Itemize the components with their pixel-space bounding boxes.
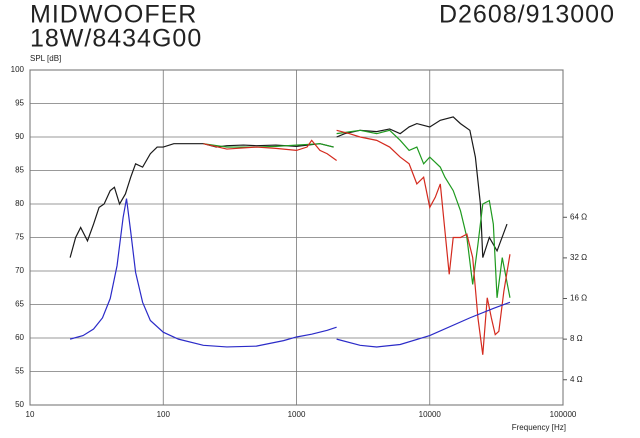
series-line [203,129,511,355]
model-number: D2608/913000 [439,1,615,29]
x-tick-label: 100 [157,410,171,419]
y-tick-label: 60 [15,333,24,342]
x-axis-label: Frequency [Hz] [512,423,566,432]
y2-tick-label: 8 Ω [570,334,583,343]
y2-tick-label: 64 Ω [570,212,587,221]
y2-tick-label: 32 Ω [570,253,587,262]
y-tick-label: 75 [15,233,24,242]
series-line [203,129,511,298]
chart-title: MIDWOOFER [30,1,197,29]
y2-tick-label: 16 Ω [570,294,587,303]
y-axis-label: SPL [dB] [30,54,61,63]
y-tick-label: 90 [15,132,24,141]
y-tick-label: 70 [15,266,24,275]
x-tick-label: 100000 [550,410,577,419]
x-tick-label: 10000 [419,410,442,419]
y-tick-label: 80 [15,199,24,208]
chart-subtitle: 18W/8434G00 [30,25,202,53]
y-tick-label: 100 [11,65,25,74]
y-tick-label: 95 [15,99,24,108]
x-tick-label: 1000 [288,410,306,419]
y2-tick-label: 4 Ω [570,375,583,384]
y-tick-label: 55 [15,367,24,376]
y-tick-label: 85 [15,166,24,175]
x-tick-label: 10 [26,410,35,419]
series-line [69,198,511,348]
y-tick-label: 50 [15,400,24,409]
series-line [69,116,508,258]
y-tick-label: 65 [15,300,24,309]
